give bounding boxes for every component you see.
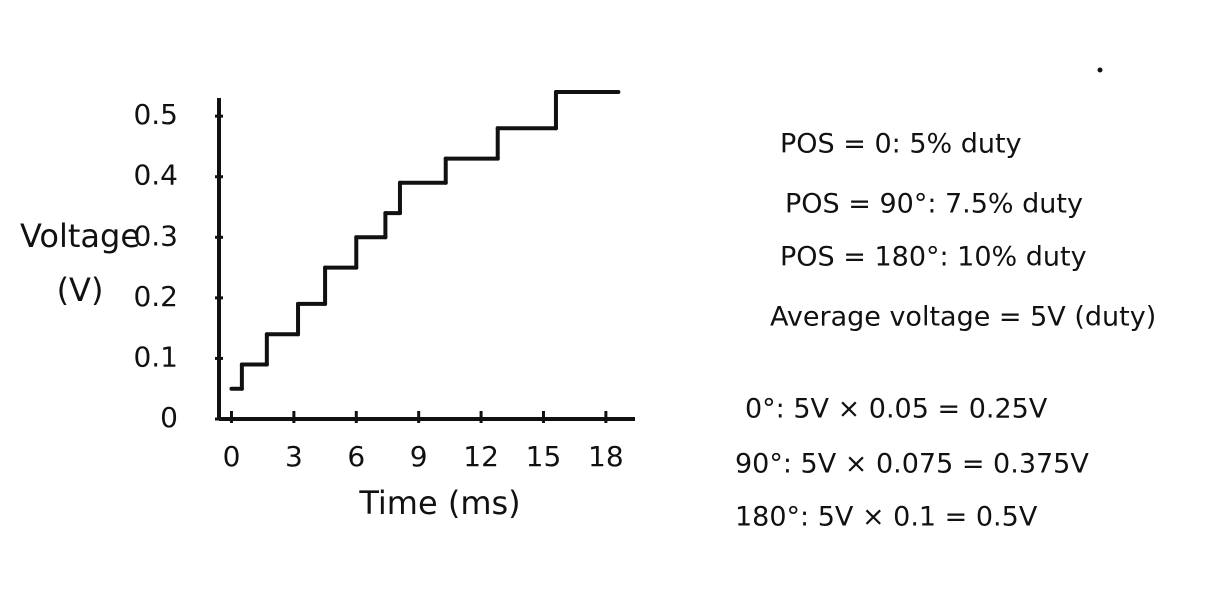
y-axis-title: (V) bbox=[57, 271, 104, 309]
x-tick-label: 6 bbox=[347, 440, 365, 473]
x-tick-label: 3 bbox=[285, 440, 303, 473]
note-line: Average voltage = 5V (duty) bbox=[770, 302, 1156, 333]
x-axis-title: Time (ms) bbox=[358, 484, 520, 522]
x-tick-label: 0 bbox=[223, 440, 241, 473]
y-tick-label: 0.2 bbox=[133, 280, 178, 313]
x-tick-label: 15 bbox=[526, 440, 562, 473]
y-tick-label: 0.3 bbox=[133, 219, 178, 252]
y-axis-title: Voltage bbox=[20, 217, 140, 255]
y-tick-label: 0.1 bbox=[133, 340, 178, 373]
x-tick-label: 9 bbox=[410, 440, 428, 473]
note-line: 180°: 5V × 0.1 = 0.5V bbox=[735, 502, 1038, 533]
y-tick-label: 0.4 bbox=[133, 159, 178, 192]
note-line: POS = 0: 5% duty bbox=[780, 129, 1022, 160]
y-tick-label: 0 bbox=[160, 401, 178, 434]
note-line: POS = 180°: 10% duty bbox=[780, 242, 1087, 273]
note-line: 0°: 5V × 0.05 = 0.25V bbox=[745, 394, 1048, 425]
note-line: POS = 90°: 7.5% duty bbox=[785, 189, 1083, 220]
note-line: 90°: 5V × 0.075 = 0.375V bbox=[735, 449, 1089, 480]
x-tick-label: 18 bbox=[588, 440, 624, 473]
y-tick-label: 0.5 bbox=[133, 98, 178, 131]
x-tick-label: 12 bbox=[463, 440, 499, 473]
dot bbox=[1097, 67, 1103, 73]
